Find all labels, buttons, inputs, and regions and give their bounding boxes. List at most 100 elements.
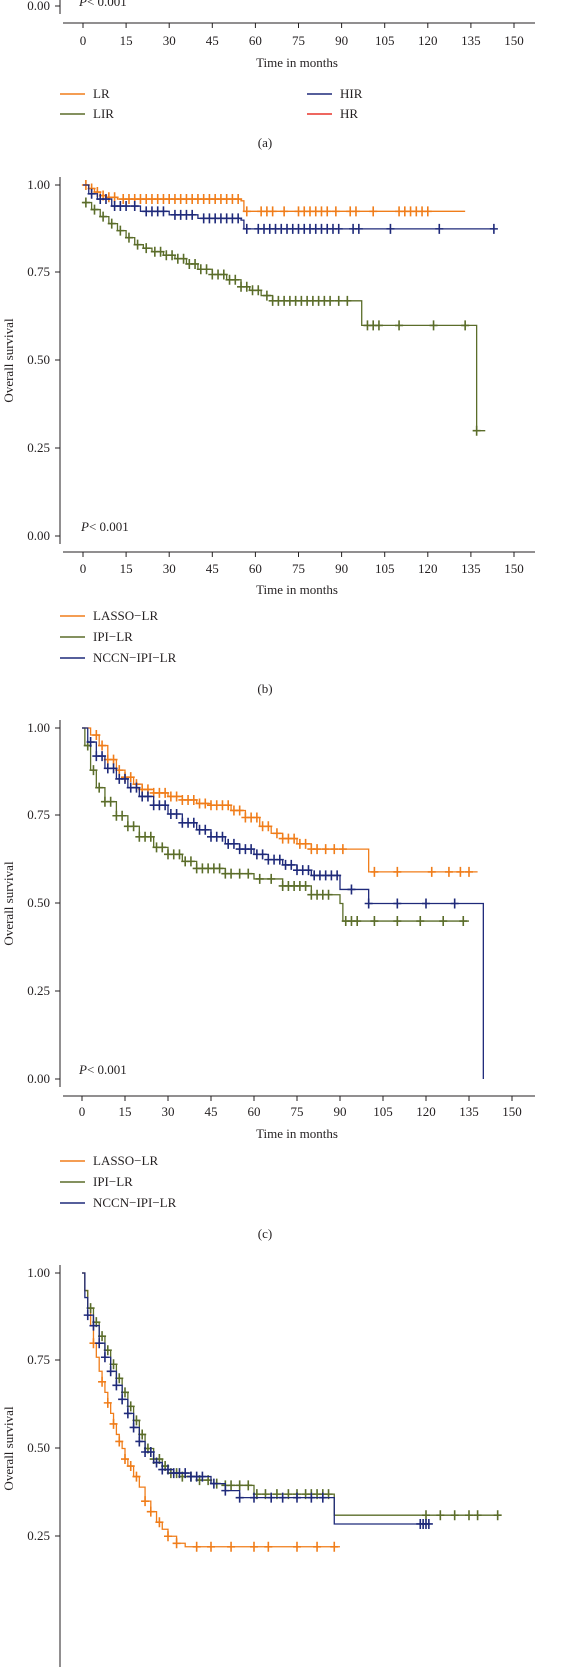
censor-mark (353, 916, 362, 927)
censor-mark (122, 201, 131, 212)
censor-mark (252, 812, 261, 823)
censor-mark (450, 898, 459, 909)
censor-mark (227, 1480, 236, 1491)
censor-mark (107, 218, 116, 229)
censor-mark (423, 206, 432, 217)
censor-mark (98, 751, 107, 762)
censor-mark (227, 1541, 236, 1552)
censor-mark (81, 197, 90, 208)
censor-mark (141, 1496, 150, 1507)
censor-mark (227, 868, 236, 879)
censor-mark (278, 1492, 287, 1503)
survival-curve-series-0 (82, 1272, 340, 1552)
panel-c: 0.00 0.25 0.50 0.75 1.00 Overall survival 0 15 3… (1, 720, 535, 1241)
y-tick-label: 0.25 (27, 440, 50, 455)
censor-mark (179, 253, 188, 264)
panel-d: 0.25 0.50 0.75 1.00 Overall survival (1, 1265, 502, 1667)
x-tick-label: 150 (504, 561, 524, 576)
censor-mark (439, 916, 448, 927)
censor-mark (429, 320, 438, 331)
censor-mark (109, 1418, 118, 1429)
censor-mark (98, 1376, 107, 1387)
legend-label: NCCN−IPI−LR (93, 1195, 177, 1210)
p-value-symbol: P (80, 519, 89, 534)
legend: LASSO−LR IPI−LR NCCN−IPI−LR (60, 1153, 177, 1210)
censor-mark (172, 808, 181, 819)
censor-mark (161, 787, 170, 798)
censor-mark (280, 206, 289, 217)
legend-label: HR (340, 106, 358, 121)
censor-mark (330, 1541, 339, 1552)
censor-mark (219, 269, 228, 280)
censor-mark (244, 1480, 253, 1491)
survival-curve-nccn-ipi-lr (82, 727, 484, 1079)
censor-mark (461, 320, 470, 331)
censor-mark (242, 223, 251, 234)
censor-mark (161, 800, 170, 811)
p-value-text: < 0.001 (87, 0, 127, 9)
censor-mark (301, 880, 310, 891)
censor-mark (293, 1541, 301, 1552)
censor-mark (189, 794, 198, 805)
legend-label: NCCN−IPI−LR (93, 650, 177, 665)
x-tick-label: 15 (119, 1104, 132, 1119)
censor-mark (351, 206, 360, 217)
survival-step-line (82, 727, 469, 922)
censor-mark (126, 772, 135, 783)
censor-mark (323, 206, 332, 217)
censor-mark (126, 1461, 135, 1472)
censor-mark (215, 863, 224, 874)
censor-mark (175, 849, 184, 860)
censor-mark (324, 889, 333, 900)
x-tick-label: 60 (249, 561, 262, 576)
censor-mark (146, 1506, 155, 1517)
censor-mark (444, 866, 453, 877)
survival-curve-series-2 (82, 1272, 433, 1529)
censor-mark (123, 1408, 132, 1419)
x-tick-label: 15 (120, 33, 133, 48)
x-tick-label: 30 (163, 33, 176, 48)
censor-mark (459, 916, 468, 927)
censor-mark (247, 844, 256, 855)
censor-mark (172, 791, 181, 802)
censor-mark (124, 232, 133, 243)
censor-mark (189, 817, 198, 828)
x-tick-label: 75 (292, 33, 305, 48)
y-tick-label: 0.50 (27, 352, 50, 367)
censor-mark (304, 865, 313, 876)
censor-mark (330, 844, 339, 855)
censor-mark (250, 1492, 258, 1503)
censor-mark (135, 1436, 144, 1447)
censor-mark (244, 868, 253, 879)
censor-mark (493, 1510, 502, 1521)
p-value-label: P< 0.001 (80, 519, 129, 534)
censor-mark (275, 854, 284, 865)
x-tick-label: 0 (79, 1104, 86, 1119)
censor-mark (143, 791, 152, 802)
censor-mark (207, 1541, 215, 1552)
x-axis-title: Time in months (256, 55, 338, 70)
censor-mark (313, 1541, 322, 1552)
censor-mark (198, 1471, 207, 1482)
y-tick-label: 0.50 (27, 1440, 50, 1455)
censor-mark (427, 866, 436, 877)
censor-mark (293, 1492, 301, 1503)
censor-mark (242, 206, 251, 217)
censor-mark (318, 1492, 327, 1503)
censor-mark (92, 730, 101, 741)
censor-mark (121, 773, 129, 784)
censor-mark (118, 810, 127, 821)
censor-mark (334, 223, 343, 234)
censor-mark (146, 831, 155, 842)
censor-mark (234, 194, 243, 205)
y-tick-label: 0.75 (27, 1352, 50, 1367)
y-axis-title: Overall survival (1, 1406, 16, 1491)
x-tick-label: 150 (502, 1104, 522, 1119)
y-tick-label: 0.00 (27, 0, 50, 13)
censor-mark (218, 831, 227, 842)
censor-mark (109, 754, 118, 765)
censor-mark (155, 1517, 164, 1528)
legend-label: LIR (93, 106, 114, 121)
x-tick-label: 60 (248, 1104, 261, 1119)
censor-mark (188, 209, 197, 220)
